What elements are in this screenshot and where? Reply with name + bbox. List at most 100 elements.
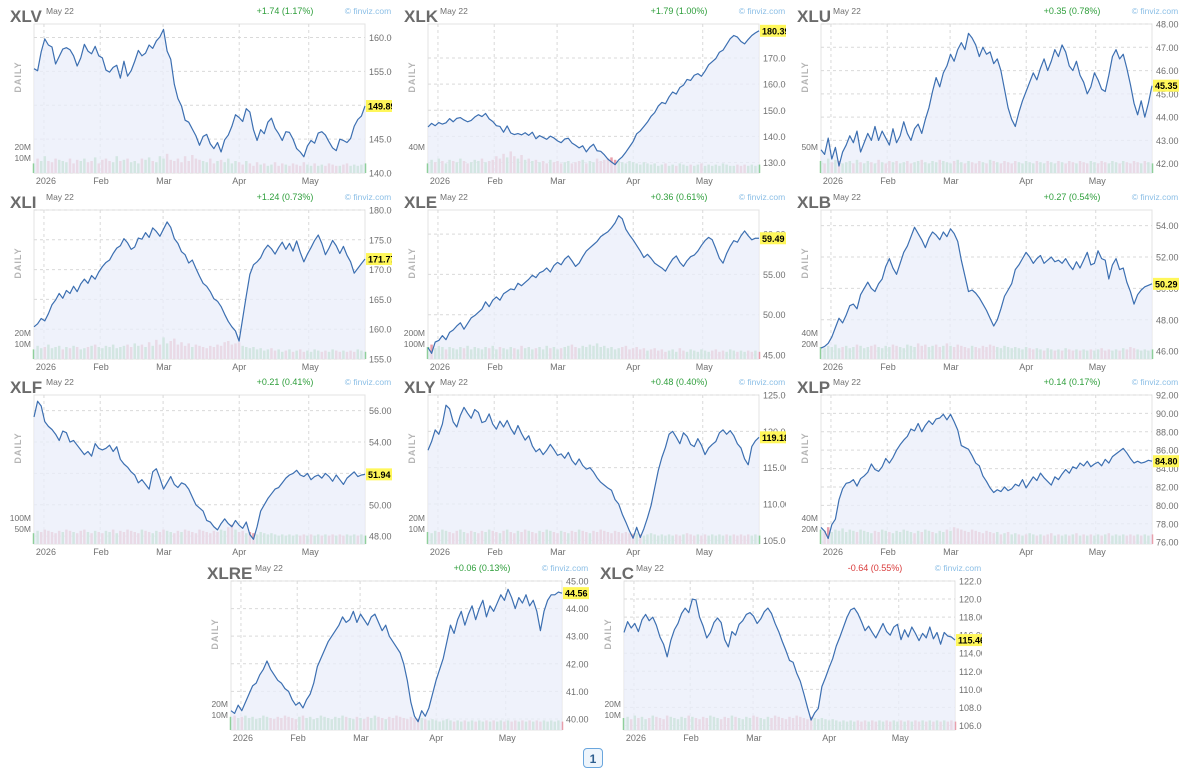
chart-panel-xlp: 92.00 90.00 88.00 86.00 84.00 82.00 80.00 78.00… xyxy=(787,373,1179,558)
interval-label: DAILY xyxy=(800,247,810,278)
y-tick-label: 88.00 xyxy=(1156,427,1179,437)
price-line xyxy=(33,221,366,342)
price-area xyxy=(231,589,562,730)
y-tick-label: 170.00 xyxy=(763,53,786,63)
volume-axis-label: 10M xyxy=(408,524,425,534)
change-label: +1.24 (0.73%) xyxy=(257,192,314,202)
chart-svg: 48.00 47.00 46.00 45.00 44.00 43.00 42.00 2026 F… xyxy=(797,6,1179,186)
interval-label: DAILY xyxy=(800,432,810,463)
date-label: May 22 xyxy=(440,192,468,202)
volume-axis-label: 100M xyxy=(404,339,425,349)
x-tick-label: Mar xyxy=(550,176,566,186)
x-tick-label: Feb xyxy=(880,362,896,372)
x-tick-label: Mar xyxy=(943,547,959,557)
source-label[interactable]: © finviz.com xyxy=(935,563,981,573)
last-price-label: 50.29 xyxy=(1155,279,1178,289)
last-price-badge xyxy=(956,634,982,647)
y-tick-label: 41.00 xyxy=(566,687,589,697)
price-line xyxy=(33,400,366,540)
y-tick-label: 76.00 xyxy=(1156,538,1179,548)
x-tick-label: Apr xyxy=(232,547,246,557)
source-label[interactable]: © finviz.com xyxy=(345,192,391,202)
x-tick-label: May xyxy=(696,362,714,372)
ticker-label: XLU xyxy=(797,7,831,26)
change-label: +0.27 (0.54%) xyxy=(1044,192,1101,202)
y-tick-label: 82.00 xyxy=(1156,482,1179,492)
ticker-label: XLC xyxy=(600,564,634,583)
volume-axis-label: 40M xyxy=(801,328,818,338)
x-tick-label: 2026 xyxy=(430,176,450,186)
y-tick-label: 46.00 xyxy=(1156,347,1179,357)
volume-axis-label: 40M xyxy=(801,513,818,523)
chart-panel-xlre: 45.00 44.00 43.00 42.00 41.00 40.00 2026 Feb Mar… xyxy=(197,559,589,744)
source-label[interactable]: © finviz.com xyxy=(345,377,391,387)
y-tick-label: 42.00 xyxy=(1156,159,1179,169)
x-tick-label: Feb xyxy=(93,547,109,557)
ticker-label: XLB xyxy=(797,193,831,212)
y-tick-label: 54.00 xyxy=(369,438,392,448)
volume-axis-label: 20M xyxy=(211,699,228,709)
source-label[interactable]: © finviz.com xyxy=(1132,192,1178,202)
change-label: +0.35 (0.78%) xyxy=(1044,6,1101,16)
y-tick-label: 125.00 xyxy=(763,391,786,401)
y-tick-label: 118.00 xyxy=(959,613,982,623)
y-tick-label: 84.00 xyxy=(1156,464,1179,474)
source-label[interactable]: © finviz.com xyxy=(739,377,785,387)
source-label[interactable]: © finviz.com xyxy=(1132,6,1178,16)
x-tick-label: Apr xyxy=(429,733,443,743)
x-tick-label: Feb xyxy=(487,547,503,557)
last-price-label: 44.56 xyxy=(565,589,588,599)
y-tick-label: 44.00 xyxy=(1156,113,1179,123)
chart-svg: 180.00 175.00 170.00 165.00 160.00 155.00 2026… xyxy=(10,192,392,372)
x-tick-label: May xyxy=(302,362,320,372)
date-label: May 22 xyxy=(833,6,861,16)
price-area xyxy=(428,30,759,173)
x-tick-label: May xyxy=(892,733,910,743)
source-label[interactable]: © finviz.com xyxy=(345,6,391,16)
y-tick-label: 48.00 xyxy=(1156,315,1179,325)
volume-axis-label: 20M xyxy=(408,513,425,523)
price-area xyxy=(821,414,1152,544)
date-label: May 22 xyxy=(255,563,283,573)
source-label[interactable]: © finviz.com xyxy=(739,192,785,202)
x-tick-label: 2026 xyxy=(823,547,843,557)
x-tick-label: 2026 xyxy=(233,733,253,743)
y-tick-label: 165.00 xyxy=(369,295,392,305)
y-tick-label: 120.00 xyxy=(959,595,982,605)
y-tick-label: 92.00 xyxy=(1156,391,1179,401)
page-button[interactable]: 1 xyxy=(583,748,603,768)
date-label: May 22 xyxy=(636,563,664,573)
chart-svg: 160.00155.00150.00145.00140.002026FebMar… xyxy=(10,6,392,186)
interval-label: DAILY xyxy=(13,61,23,92)
y-tick-label: 50.00 xyxy=(369,500,392,510)
x-tick-label: 2026 xyxy=(823,176,843,186)
source-label[interactable]: © finviz.com xyxy=(739,6,785,16)
last-price-badge xyxy=(366,468,392,481)
price-line xyxy=(427,215,760,354)
chart-svg: 45.00 44.00 43.00 42.00 41.00 40.00 2026 Feb Mar… xyxy=(207,563,589,743)
source-label[interactable]: © finviz.com xyxy=(1132,377,1178,387)
x-tick-label: Apr xyxy=(1019,362,1033,372)
volume-axis-label: 20M xyxy=(604,699,621,709)
source-label[interactable]: © finviz.com xyxy=(542,563,588,573)
y-tick-label: 160.00 xyxy=(763,80,786,90)
last-price-badge xyxy=(1153,455,1179,468)
y-tick-label: 48.00 xyxy=(369,532,392,542)
date-label: May 22 xyxy=(833,377,861,387)
chart-panel-xlc: 122.00120.00118.00116.00114.00112.00110.… xyxy=(590,559,982,744)
volume-axis-label: 10M xyxy=(14,153,31,163)
x-tick-label: Feb xyxy=(93,176,109,186)
price-area xyxy=(624,599,955,730)
interval-label: DAILY xyxy=(800,61,810,92)
x-tick-label: Mar xyxy=(156,176,172,186)
interval-label: DAILY xyxy=(407,61,417,92)
interval-label: DAILY xyxy=(407,432,417,463)
y-tick-label: 160.00 xyxy=(369,33,392,43)
volume-axis-label: 50M xyxy=(14,524,31,534)
y-tick-label: 43.00 xyxy=(1156,136,1179,146)
x-tick-label: May xyxy=(499,733,517,743)
interval-label: DAILY xyxy=(13,247,23,278)
ticker-label: XLRE xyxy=(207,564,252,583)
last-price-label: 149.89 xyxy=(368,102,392,112)
volume-axis-label: 50M xyxy=(801,142,818,152)
